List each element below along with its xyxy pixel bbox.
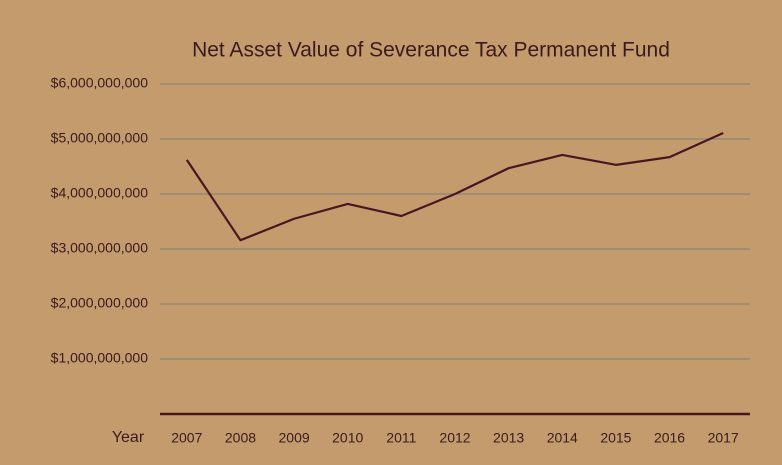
x-tick-label: 2011 [386, 430, 416, 446]
y-tick-label: $2,000,000,000 [51, 295, 149, 311]
x-tick-label: 2007 [171, 430, 202, 446]
y-tick-label: $5,000,000,000 [51, 130, 149, 146]
y-tick-label: $3,000,000,000 [51, 240, 149, 256]
x-tick-label: 2016 [654, 430, 685, 446]
x-tick-label: 2014 [547, 430, 578, 446]
x-axis-title: Year [112, 429, 145, 446]
y-tick-label: $4,000,000,000 [51, 185, 149, 201]
x-tick-label: 2008 [225, 430, 256, 446]
x-tick-label: 2015 [600, 430, 631, 446]
y-tick-label: $1,000,000,000 [51, 350, 149, 366]
x-tick-label: 2013 [493, 430, 524, 446]
chart-title: Net Asset Value of Severance Tax Permane… [192, 39, 670, 62]
y-tick-label: $6,000,000,000 [51, 75, 149, 91]
x-tick-label: 2009 [279, 430, 310, 446]
data-line [185, 131, 724, 242]
x-tick-label: 2012 [439, 430, 470, 446]
x-tick-label: 2017 [708, 430, 739, 446]
x-tick-label: 2010 [332, 430, 363, 446]
